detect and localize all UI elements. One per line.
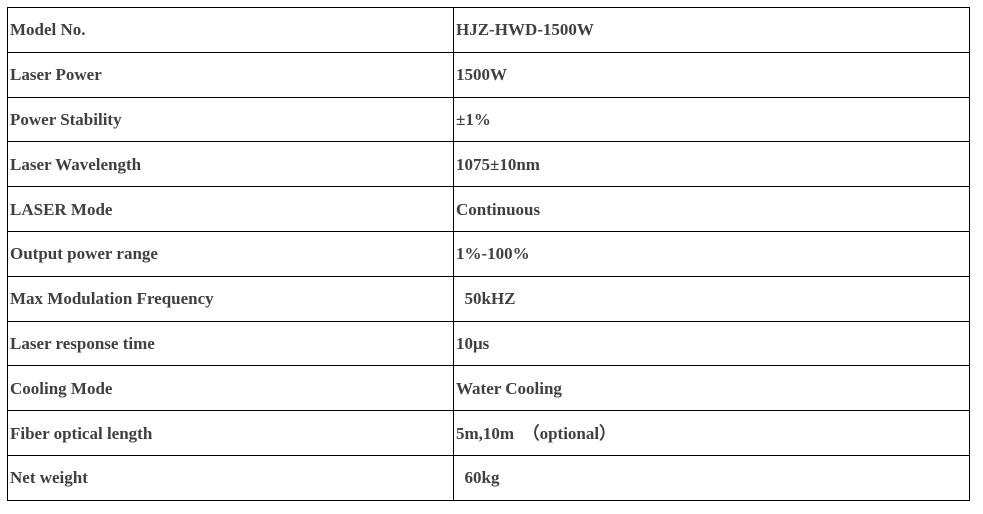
row-label: Model No.	[7, 7, 454, 53]
table-row: Laser response time 10μs	[7, 320, 970, 367]
row-label: Net weight	[7, 454, 454, 501]
row-value: ±1%	[453, 96, 970, 143]
table-row: Fiber optical length 5m,10m （optional）	[7, 410, 970, 456]
table-row: Laser Wavelength 1075±10nm	[7, 141, 970, 188]
row-value: HJZ-HWD-1500W	[453, 7, 970, 53]
row-value: 1075±10nm	[453, 141, 970, 188]
row-label: Cooling Mode	[7, 365, 454, 412]
spec-table: Model No. HJZ-HWD-1500W Laser Power 1500…	[7, 7, 970, 501]
row-value: Water Cooling	[453, 365, 970, 412]
table-row: Net weight 60kg	[7, 454, 970, 501]
row-value: 1%-100%	[453, 230, 970, 277]
row-value: 50kHZ	[453, 275, 970, 322]
spec-table-body: Model No. HJZ-HWD-1500W Laser Power 1500…	[7, 7, 970, 501]
row-value: Continuous	[453, 186, 970, 232]
row-label: LASER Mode	[7, 186, 454, 232]
table-row: LASER Mode Continuous	[7, 186, 970, 232]
row-label: Output power range	[7, 230, 454, 277]
row-label: Power Stability	[7, 96, 454, 143]
row-value: 60kg	[453, 454, 970, 501]
row-value: 10μs	[453, 320, 970, 367]
table-row: Output power range 1%-100%	[7, 230, 970, 277]
table-row: Model No. HJZ-HWD-1500W	[7, 7, 970, 53]
row-label: Laser response time	[7, 320, 454, 367]
table-row: Cooling Mode Water Cooling	[7, 365, 970, 412]
table-row: Max Modulation Frequency 50kHZ	[7, 275, 970, 322]
table-row: Power Stability ±1%	[7, 96, 970, 143]
table-row: Laser Power 1500W	[7, 51, 970, 98]
row-value: 1500W	[453, 51, 970, 98]
row-label: Laser Wavelength	[7, 141, 454, 188]
row-label: Max Modulation Frequency	[7, 275, 454, 322]
row-label: Laser Power	[7, 51, 454, 98]
row-label: Fiber optical length	[7, 410, 454, 456]
row-value: 5m,10m （optional）	[453, 410, 970, 456]
